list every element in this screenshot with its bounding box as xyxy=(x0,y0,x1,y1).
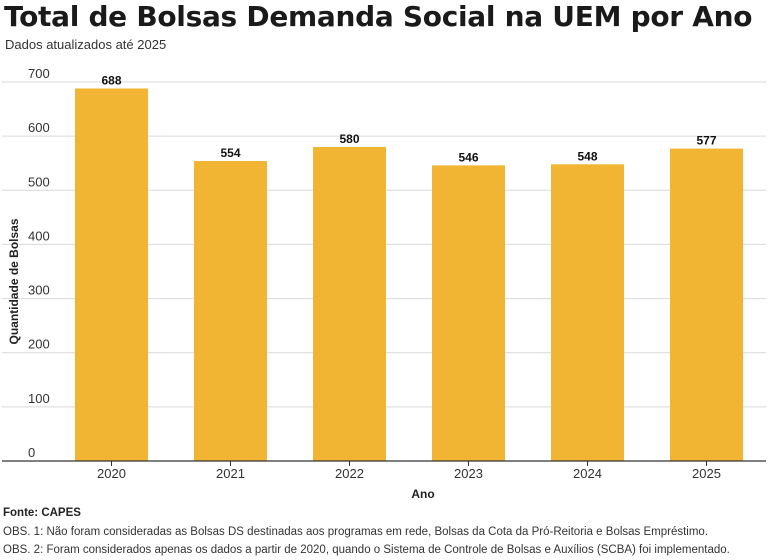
observation-2: OBS. 2: Foram considerados apenas os dad… xyxy=(3,544,730,556)
y-tick-label: 400 xyxy=(28,228,50,243)
y-axis-title: Quantidade de Bolsas xyxy=(7,218,21,344)
bar xyxy=(432,165,505,461)
bar xyxy=(551,164,624,461)
chart-subtitle: Dados atualizados até 2025 xyxy=(5,37,167,52)
bar-chart: 0 100 200 300 400 500 600 700 688 554 580 546 548 57… xyxy=(2,66,766,501)
chart-title: Total de Bolsas Demanda Social na UEM po… xyxy=(4,0,753,33)
bar xyxy=(670,148,743,462)
y-tick-label: 200 xyxy=(28,337,50,352)
y-tick-label: 700 xyxy=(28,66,50,81)
x-axis-ticks: 2020 2021 2022 2023 2024 2025 xyxy=(97,461,721,481)
data-label: 548 xyxy=(577,149,597,163)
data-label: 580 xyxy=(339,132,359,146)
bar xyxy=(313,146,386,461)
data-label: 688 xyxy=(101,73,121,87)
observation-1: OBS. 1: Não foram consideradas as Bolsas… xyxy=(3,526,709,538)
x-tick-label: 2020 xyxy=(97,466,126,481)
y-tick-label: 100 xyxy=(28,391,50,406)
source-note: Fonte: CAPES xyxy=(3,507,81,519)
x-tick-label: 2022 xyxy=(335,466,364,481)
y-tick-label: 500 xyxy=(28,174,50,189)
x-tick-label: 2024 xyxy=(573,466,602,481)
y-tick-label: 0 xyxy=(28,445,35,460)
data-label: 577 xyxy=(696,134,716,148)
data-label: 554 xyxy=(220,146,240,160)
data-labels: 688 554 580 546 548 577 xyxy=(101,73,716,164)
y-tick-label: 600 xyxy=(28,120,50,135)
y-tick-label: 300 xyxy=(28,283,50,298)
x-tick-label: 2021 xyxy=(216,466,245,481)
bars xyxy=(75,88,743,462)
x-tick-label: 2023 xyxy=(454,466,483,481)
x-tick-label: 2025 xyxy=(692,466,721,481)
bar xyxy=(75,88,148,462)
data-label: 546 xyxy=(458,150,478,164)
bar xyxy=(194,161,267,461)
y-axis-ticks: 0 100 200 300 400 500 600 700 xyxy=(28,66,50,460)
x-axis-title: Ano xyxy=(411,487,434,501)
